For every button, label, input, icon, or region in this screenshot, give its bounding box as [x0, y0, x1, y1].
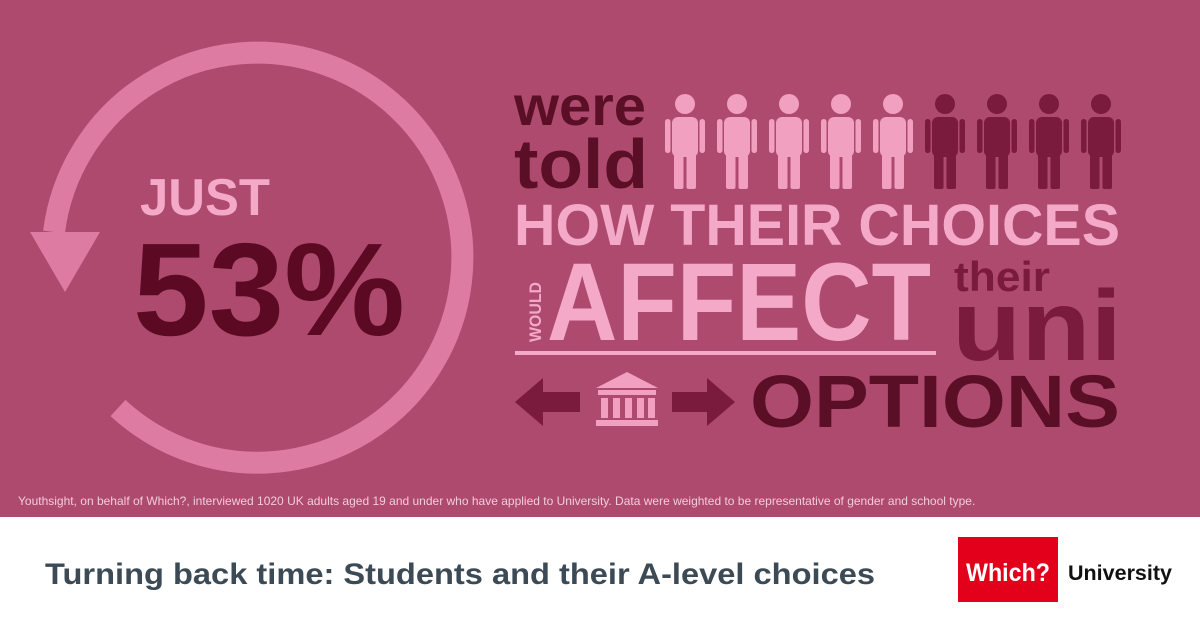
footer-title: Turning back time: Students and their A-… [45, 558, 875, 591]
left-arrow [515, 378, 580, 426]
word-told: told [514, 125, 648, 203]
brand-text: University [1068, 562, 1172, 585]
building-icon [596, 372, 658, 426]
panel-background [0, 0, 1200, 517]
word-uni: uni [952, 270, 1122, 382]
lead-text: JUST [140, 169, 270, 227]
word-affect: AFFECT [547, 241, 931, 364]
word-were: were [513, 74, 646, 137]
arrow-head [30, 232, 100, 292]
logo-text: Which? [966, 559, 1050, 587]
footnote: Youthsight, on behalf of Which?, intervi… [18, 494, 975, 508]
word-would: WOULD [526, 282, 545, 342]
logo-box [958, 537, 1058, 602]
word-options: OPTIONS [750, 360, 1120, 443]
word-their: their [954, 253, 1050, 300]
circular-arrow [43, 41, 474, 474]
stat: 53% [133, 216, 405, 363]
right-arrow [672, 378, 735, 426]
line-how-their-choices: HOW THEIR CHOICES [514, 193, 1120, 258]
